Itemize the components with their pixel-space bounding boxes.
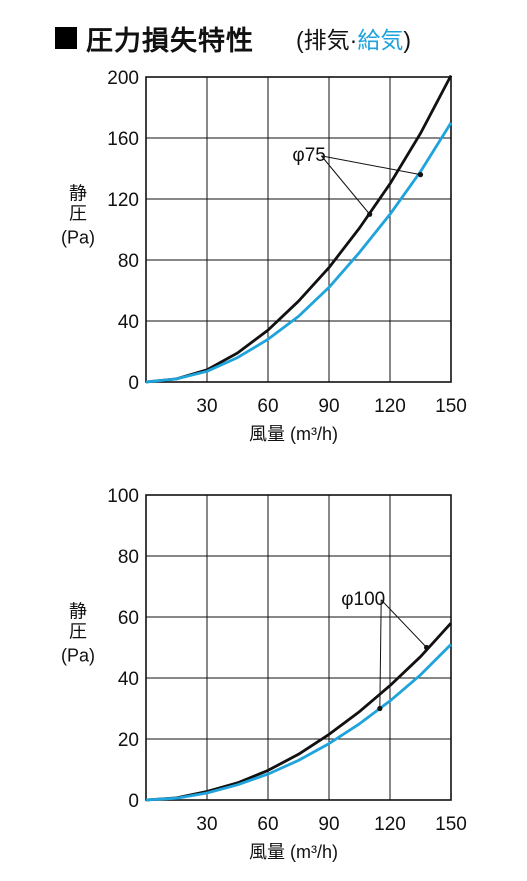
chart-phi75: 0 40 80 120 160 200 30 60 90 120 150 風量 (m³/h) 静圧 (Pa… — [61, 68, 467, 444]
annotation-point-supply — [417, 172, 424, 178]
y-tick-label: 200 — [107, 68, 139, 89]
y-tick-label: 120 — [107, 190, 139, 211]
annotation-leader-exhaust — [321, 155, 371, 215]
x-tick-label: 90 — [318, 814, 339, 835]
header: 圧力損失特性 (排気·給気) — [55, 20, 411, 56]
x-tick-label: 60 — [257, 396, 278, 417]
y-axis-label-char: 静 — [69, 602, 87, 622]
x-axis-label: 風量 (m³/h) — [249, 424, 338, 444]
y-tick-label: 40 — [118, 669, 139, 690]
y-tick-label: 0 — [128, 373, 139, 394]
series-line-exhaust — [145, 74, 453, 384]
annotation-leader-supply — [379, 599, 382, 709]
annotation-label: φ75 — [292, 145, 325, 166]
x-tick-label: 60 — [257, 814, 278, 835]
annotation-point-supply — [377, 705, 383, 712]
x-tick-label: 120 — [374, 814, 406, 835]
series-line-supply — [145, 643, 452, 802]
x-axis-label: 風量 (m³/h) — [249, 842, 338, 862]
plot-frame — [145, 76, 452, 383]
plot-frame — [145, 494, 452, 801]
x-tick-label: 150 — [435, 814, 467, 835]
x-tick-label: 30 — [196, 396, 217, 417]
x-tick-label: 150 — [435, 396, 467, 417]
annotation-leader-exhaust — [380, 599, 427, 648]
y-tick-label: 80 — [118, 251, 139, 272]
legend-separator: · — [349, 27, 358, 53]
y-tick-label: 80 — [118, 547, 139, 568]
chart-phi100: 0 20 40 60 80 100 30 60 90 120 150 風量 (m³/h) 静圧 (Pa) φ… — [61, 486, 467, 862]
x-tick-label: 120 — [374, 396, 406, 417]
y-axis-label-char: 圧 — [69, 204, 87, 224]
legend-supply: 給気 — [357, 27, 404, 53]
y-axis-label-unit: (Pa) — [61, 228, 95, 248]
x-tick-label: 90 — [318, 396, 339, 417]
paren-open: ( — [296, 27, 304, 53]
annotation-leader-supply — [321, 155, 421, 176]
mode-legend: (排気·給気) — [296, 21, 411, 55]
series-line-supply — [145, 122, 453, 384]
square-bullet-icon — [55, 27, 77, 49]
y-tick-label: 20 — [118, 730, 139, 751]
y-tick-label: 0 — [128, 791, 139, 812]
y-tick-label: 160 — [107, 129, 139, 150]
y-axis-label-char: 圧 — [69, 622, 87, 642]
annotation-point-exhaust — [424, 644, 430, 651]
series-line-exhaust — [145, 622, 453, 802]
page-title: 圧力損失特性 — [86, 25, 254, 56]
legend-exhaust: 排気 — [303, 27, 350, 53]
y-axis-label-unit: (Pa) — [61, 646, 95, 666]
y-tick-label: 100 — [107, 486, 139, 507]
y-tick-label: 60 — [118, 608, 139, 629]
paren-close: ) — [403, 27, 412, 53]
x-tick-label: 30 — [196, 814, 217, 835]
annotation-point-exhaust — [367, 211, 373, 217]
y-axis-label-char: 静 — [69, 184, 87, 204]
annotation-label: φ100 — [341, 589, 385, 610]
y-tick-label: 40 — [118, 312, 139, 333]
